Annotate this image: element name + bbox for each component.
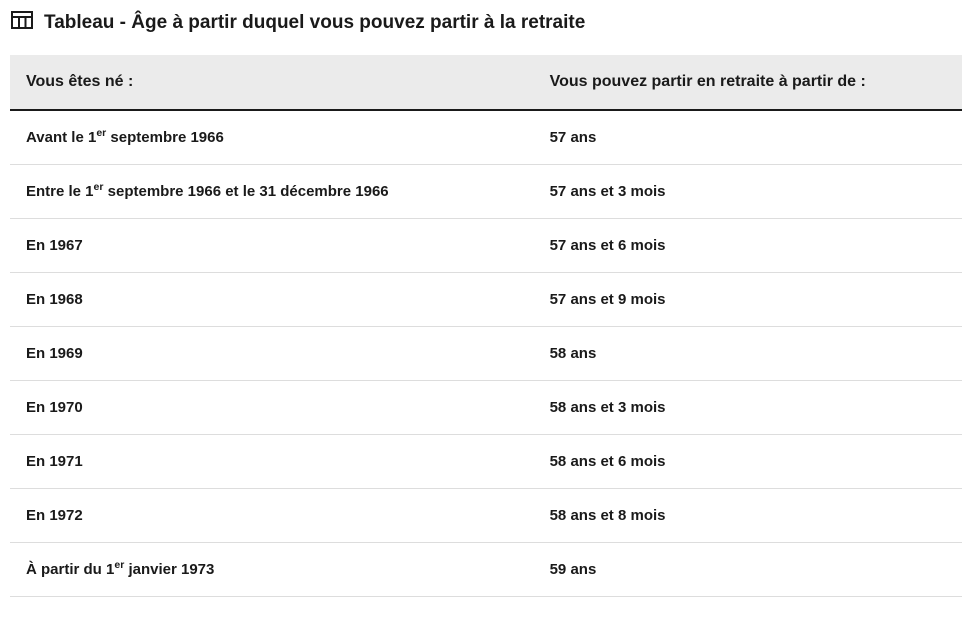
table-header: Tableau - Âge à partir duquel vous pouve… xyxy=(10,8,962,37)
cell-age: 57 ans xyxy=(534,110,962,165)
table-row: En 1970 58 ans et 3 mois xyxy=(10,381,962,435)
table-row: Entre le 1er septembre 1966 et le 31 déc… xyxy=(10,165,962,219)
table-row: À partir du 1er janvier 1973 59 ans xyxy=(10,543,962,597)
cell-birth: En 1969 xyxy=(10,327,534,381)
cell-birth: À partir du 1er janvier 1973 xyxy=(10,543,534,597)
table-row: En 1972 58 ans et 8 mois xyxy=(10,489,962,543)
column-header-birth: Vous êtes né : xyxy=(10,55,534,110)
table-row: En 1967 57 ans et 6 mois xyxy=(10,219,962,273)
table-row: Avant le 1er septembre 1966 57 ans xyxy=(10,110,962,165)
table-title: Tableau - Âge à partir duquel vous pouve… xyxy=(44,12,585,34)
cell-age: 58 ans et 6 mois xyxy=(534,435,962,489)
cell-age: 59 ans xyxy=(534,543,962,597)
table-header-row: Vous êtes né : Vous pouvez partir en ret… xyxy=(10,55,962,110)
cell-age: 58 ans xyxy=(534,327,962,381)
cell-birth: En 1968 xyxy=(10,273,534,327)
table-icon xyxy=(10,8,34,37)
table-row: En 1971 58 ans et 6 mois xyxy=(10,435,962,489)
cell-birth: Avant le 1er septembre 1966 xyxy=(10,110,534,165)
cell-age: 58 ans et 8 mois xyxy=(534,489,962,543)
cell-age: 57 ans et 9 mois xyxy=(534,273,962,327)
column-header-age: Vous pouvez partir en retraite à partir … xyxy=(534,55,962,110)
cell-birth: Entre le 1er septembre 1966 et le 31 déc… xyxy=(10,165,534,219)
cell-birth: En 1972 xyxy=(10,489,534,543)
cell-birth: En 1971 xyxy=(10,435,534,489)
cell-birth: En 1970 xyxy=(10,381,534,435)
table-row: En 1969 58 ans xyxy=(10,327,962,381)
cell-age: 58 ans et 3 mois xyxy=(534,381,962,435)
retirement-age-table: Vous êtes né : Vous pouvez partir en ret… xyxy=(10,55,962,597)
cell-birth: En 1967 xyxy=(10,219,534,273)
table-row: En 1968 57 ans et 9 mois xyxy=(10,273,962,327)
cell-age: 57 ans et 6 mois xyxy=(534,219,962,273)
cell-age: 57 ans et 3 mois xyxy=(534,165,962,219)
table-body: Avant le 1er septembre 1966 57 ans Entre… xyxy=(10,110,962,597)
